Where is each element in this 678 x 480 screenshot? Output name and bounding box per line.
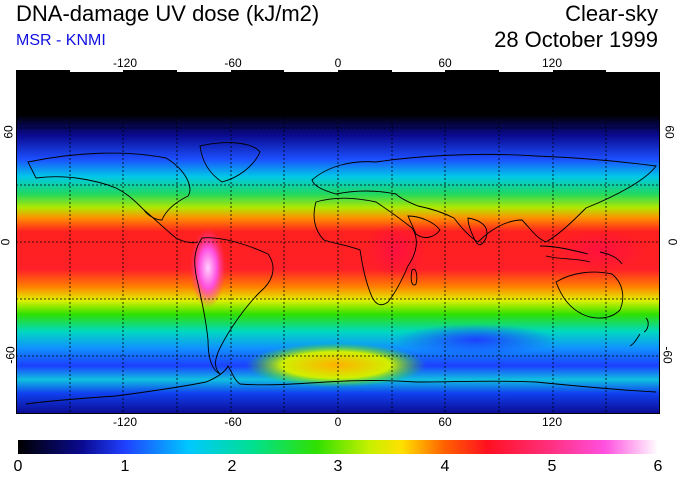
colorbar-label: 5	[547, 458, 557, 475]
colorbar-label: 2	[227, 458, 237, 475]
colorbar	[18, 440, 658, 454]
lon-tick-bottom: 0	[334, 415, 342, 429]
coast-south-america	[194, 237, 274, 375]
southern-ocean-low	[396, 324, 556, 356]
lat-tick-left: 0	[0, 239, 12, 246]
uv-dose-map	[16, 70, 660, 414]
lat-tick-left: 60	[1, 125, 16, 139]
coast-central-america	[143, 209, 199, 244]
colorbar-label: 4	[440, 458, 450, 475]
coastlines	[25, 142, 657, 405]
lon-tick-bottom: 60	[438, 415, 452, 429]
coast-madagascar	[410, 268, 418, 286]
colorbar-label: 0	[13, 458, 23, 475]
lon-tick-top: 120	[541, 56, 563, 70]
map-title: DNA-damage UV dose (kJ/m2)	[16, 1, 320, 26]
coast-arabia	[407, 215, 441, 238]
map-source: MSR - KNMI	[16, 32, 106, 49]
lon-tick-top: 0	[334, 56, 342, 70]
lat-tick-right: 0	[666, 239, 678, 246]
map-date: 28 October 1999	[494, 27, 658, 52]
lon-tick-top: -120	[112, 56, 138, 70]
lon-tick-top: -60	[224, 56, 242, 70]
lon-tick-bottom: 120	[541, 415, 563, 429]
hotspot-africa	[366, 222, 426, 278]
coast-north-america	[27, 152, 191, 221]
coast-indonesia	[539, 245, 623, 265]
lon-tick-top: 60	[438, 56, 452, 70]
coast-europe-asia	[311, 153, 657, 243]
coast-australia	[555, 271, 624, 319]
coast-greenland	[199, 142, 261, 183]
colorbar-label: 3	[333, 458, 343, 475]
sky-condition: Clear-sky	[565, 1, 658, 26]
lat-tick-right: -60	[660, 346, 675, 364]
coast-india	[467, 217, 488, 246]
lon-tick-bottom: -60	[224, 415, 242, 429]
colorbar-scale	[18, 440, 658, 454]
coast-new-zealand	[629, 317, 649, 347]
map-frame	[16, 70, 660, 414]
colorbar-label: 6	[653, 458, 663, 475]
lon-tick-bottom: -120	[112, 415, 138, 429]
lat-tick-right: 60	[662, 125, 677, 139]
coast-africa	[313, 197, 417, 306]
graticule	[16, 70, 660, 414]
coast-antarctica	[25, 365, 657, 405]
colorbar-label: 1	[120, 458, 130, 475]
antarctic-high	[246, 343, 426, 387]
